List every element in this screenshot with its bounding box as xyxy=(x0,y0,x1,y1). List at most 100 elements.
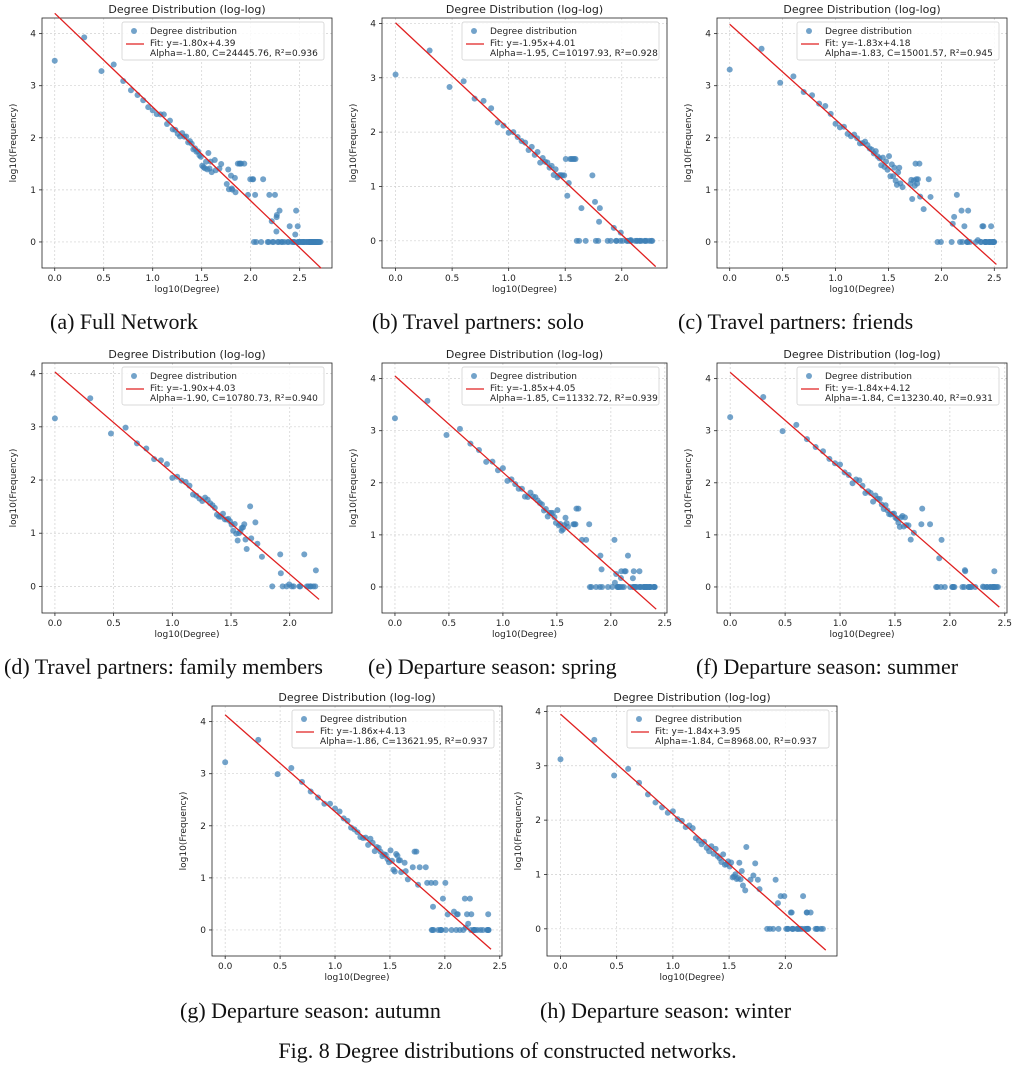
scatter-point xyxy=(542,505,549,512)
scatter-point xyxy=(743,844,750,851)
scatter-point xyxy=(599,583,606,590)
scatter-point xyxy=(779,428,786,435)
y-tick-label: 0 xyxy=(535,925,541,935)
x-tick-label: 1.5 xyxy=(558,274,572,284)
scatter-point xyxy=(948,238,955,245)
scatter-point xyxy=(273,211,280,218)
legend: Degree distribution Fit: y=-1.80x+4.39Alp… xyxy=(121,21,325,61)
x-axis-label: log10(Degree) xyxy=(660,973,725,983)
x-tick-label: 2.0 xyxy=(615,274,630,284)
scatter-point xyxy=(937,238,944,245)
x-tick-label: 2.5 xyxy=(658,619,672,629)
x-tick-label: 1.0 xyxy=(165,619,180,629)
scatter-point xyxy=(294,223,301,230)
legend-scatter-marker xyxy=(806,373,812,379)
scatter-point xyxy=(456,425,463,432)
scatter-point xyxy=(925,176,932,183)
y-axis-label: log10(Frequency) xyxy=(349,449,359,528)
scatter-point xyxy=(554,507,561,514)
scatter-point xyxy=(754,876,761,883)
scatter-point xyxy=(551,514,558,521)
y-tick-label: 1 xyxy=(200,874,206,884)
y-tick-label: 2 xyxy=(200,822,206,832)
legend-scatter-label: Degree distribution xyxy=(490,27,577,37)
scatter-point xyxy=(273,228,280,235)
y-tick-label: 0 xyxy=(705,238,711,248)
scatter-point xyxy=(312,567,319,574)
scatter-point xyxy=(678,817,685,824)
scatter-point xyxy=(258,553,265,560)
legend-scatter-marker xyxy=(636,716,642,722)
scatter-point xyxy=(446,84,453,91)
y-tick-label: 0 xyxy=(30,238,36,248)
x-tick-label: 1.0 xyxy=(328,962,343,972)
scatter-point xyxy=(966,238,973,245)
scatter-point xyxy=(51,415,58,422)
scatter-point xyxy=(788,909,795,916)
chart-panel-b: 0.0 0.5 1.0 1.5 2.0 0 1 2 3 4 Degree Distribution … xyxy=(349,3,668,295)
scatter-point xyxy=(994,583,1001,590)
y-axis-label: log10(Frequency) xyxy=(179,792,189,871)
scatter-point xyxy=(988,223,995,230)
scatter-point xyxy=(793,421,800,428)
x-axis-label: log10(Degree) xyxy=(830,630,895,640)
fit-line xyxy=(395,22,657,268)
legend-stats-label: Alpha=-1.90, C=10780.73, R²=0.940 xyxy=(150,394,318,404)
scatter-point xyxy=(413,848,420,855)
y-tick-label: 3 xyxy=(30,82,36,92)
scatter-point xyxy=(899,184,906,191)
x-tick-label: 1.0 xyxy=(146,274,161,284)
x-tick-label: 0.0 xyxy=(388,274,403,284)
scatter-point xyxy=(432,879,439,886)
x-tick-label: 2.5 xyxy=(987,274,1001,284)
scatter-point xyxy=(604,583,611,590)
legend-box xyxy=(121,21,325,61)
x-tick-label: 2.5 xyxy=(998,619,1012,629)
plot-frame xyxy=(546,705,838,957)
scatter-point xyxy=(781,893,788,900)
x-tick-label: 2.0 xyxy=(604,619,619,629)
y-tick-label: 3 xyxy=(705,82,711,92)
legend-box xyxy=(461,21,660,61)
scatter-point xyxy=(271,191,278,198)
x-tick-label: 1.0 xyxy=(502,274,517,284)
x-tick-label: 0.0 xyxy=(218,962,233,972)
chart-panel-d: 0.0 0.5 1.0 1.5 2.0 0 1 2 3 4 Degree Distribution … xyxy=(9,348,333,640)
scatter-point xyxy=(991,238,998,245)
scatter-point xyxy=(252,519,259,526)
scatter-point xyxy=(805,925,812,932)
x-tick-label: 0.5 xyxy=(610,962,624,972)
x-tick-label: 1.5 xyxy=(224,619,238,629)
scatter-point xyxy=(938,536,945,543)
scatter-point xyxy=(225,166,232,173)
scatter-point xyxy=(919,505,926,512)
scatter-point xyxy=(466,895,473,902)
scatter-point xyxy=(430,926,437,933)
x-tick-label: 1.5 xyxy=(722,962,736,972)
scatter-point xyxy=(438,926,445,933)
scatter-point xyxy=(307,788,314,795)
scatter-point xyxy=(583,536,590,543)
y-tick-label: 1 xyxy=(705,531,711,541)
scatter-point xyxy=(290,583,297,590)
scatter-point xyxy=(211,504,218,511)
scatter-point xyxy=(890,173,897,180)
fit-line xyxy=(54,371,320,600)
legend-scatter-marker xyxy=(806,28,812,34)
scatter-point xyxy=(596,218,603,225)
scatter-point xyxy=(247,503,254,510)
chart-panel-c: 0.0 0.5 1.0 1.5 2.0 2.5 0 1 2 3 4 Degree Distributi… xyxy=(684,3,1008,295)
scatter-point xyxy=(522,139,529,146)
y-tick-label: 4 xyxy=(535,707,541,717)
legend-scatter-label: Degree distribution xyxy=(150,372,237,382)
scatter-point xyxy=(151,456,158,463)
y-tick-label: 4 xyxy=(200,718,206,728)
y-tick-label: 2 xyxy=(370,479,376,489)
scatter-point xyxy=(51,57,58,64)
scatter-point xyxy=(293,207,300,214)
caption-d: (d) Travel partners: family members xyxy=(4,654,323,679)
scatter-point xyxy=(537,159,544,166)
scatter-point xyxy=(365,841,372,848)
scatter-point xyxy=(598,566,605,573)
scatter-point xyxy=(591,736,598,743)
